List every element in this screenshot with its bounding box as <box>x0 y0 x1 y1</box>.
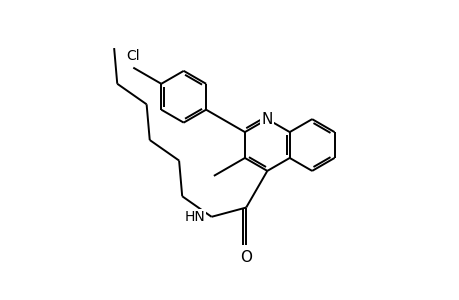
Text: HN: HN <box>185 210 205 224</box>
Text: N: N <box>261 112 273 127</box>
Text: Cl: Cl <box>126 49 140 63</box>
Text: O: O <box>240 250 252 265</box>
